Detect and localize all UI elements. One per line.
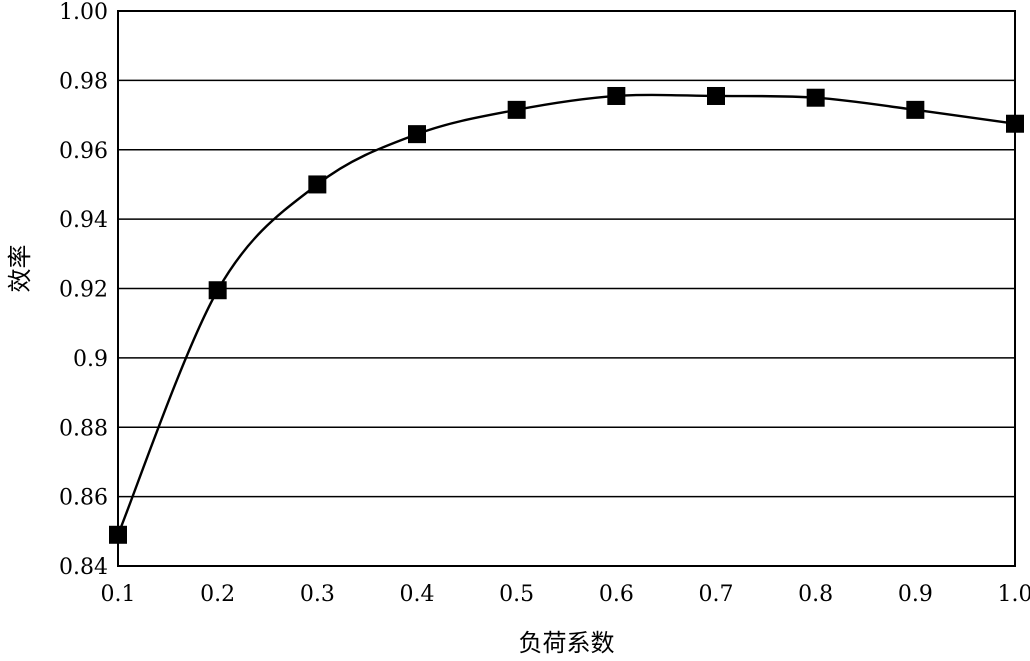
data-point-marker [906, 100, 925, 119]
y-tick-label: 0.88 [59, 416, 108, 441]
x-tick-label: 0.4 [400, 582, 435, 607]
data-point-marker [507, 100, 526, 119]
y-tick-label: 0.84 [59, 555, 108, 580]
x-axis-title: 负荷系数 [519, 629, 615, 657]
y-tick-label: 1.00 [59, 0, 108, 25]
series-line [116, 93, 1016, 536]
y-tick-label: 0.98 [59, 69, 108, 94]
x-tick-label: 0.3 [300, 582, 335, 607]
data-point-marker [109, 525, 127, 544]
x-tick-label: 0.5 [499, 582, 534, 607]
y-tick-label: 0.9 [73, 347, 108, 372]
y-tick-label: 0.92 [59, 278, 108, 303]
data-point-marker [806, 88, 825, 107]
data-point-markers [109, 86, 1024, 544]
data-point-marker [408, 125, 426, 144]
data-point-marker [607, 86, 626, 105]
x-tick-label: 0.2 [200, 582, 235, 607]
y-tick-label: 0.96 [59, 139, 108, 164]
y-tick-label: 0.94 [59, 208, 108, 233]
x-tick-labels: 0.1 0.2 0.3 0.4 0.5 0.6 0.7 0.8 0.9 1.0 [101, 582, 1030, 607]
y-axis-title: 效率 [6, 245, 34, 293]
x-tick-label: 0.8 [798, 582, 833, 607]
x-tick-label: 0.6 [599, 582, 634, 607]
data-point-marker [707, 86, 725, 105]
x-tick-label: 0.1 [101, 582, 136, 607]
x-tick-label: 0.7 [699, 582, 734, 607]
data-point-marker [308, 175, 327, 194]
data-point-marker [208, 281, 227, 300]
grid-lines [118, 79, 1015, 498]
plot-frame [117, 10, 1016, 567]
x-tick-label: 0.9 [898, 582, 933, 607]
data-point-marker [1006, 114, 1024, 133]
x-tick-label: 1.0 [998, 582, 1030, 607]
y-tick-labels: 0.84 0.86 0.88 0.9 0.92 0.94 0.96 0.98 1.00 [59, 0, 108, 580]
y-tick-label: 0.86 [59, 486, 108, 511]
